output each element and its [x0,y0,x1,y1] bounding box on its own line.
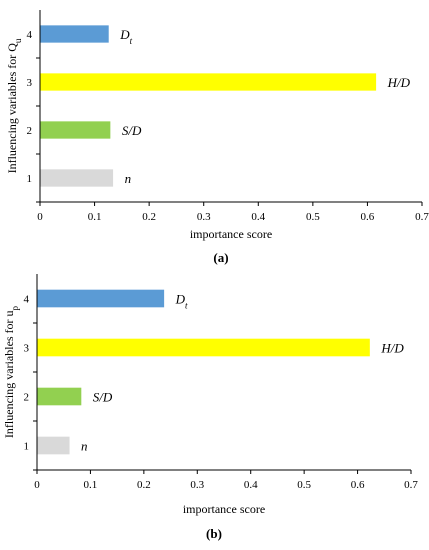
bar-label-3: H/D [380,341,404,356]
y-tick-label: 2 [24,392,30,404]
x-tick-label: 0.2 [137,479,151,491]
x-tick-label: 0.5 [297,479,311,491]
y-tick-label: 1 [24,441,30,453]
bar-label-subscript: t [130,36,133,46]
y-axis-title-main: Influencing variables for Q [5,43,19,174]
bar-label-main: H/D [387,75,411,90]
bar-label-1: n [125,171,132,186]
y-tick-label: 4 [27,29,33,41]
x-tick-label: 0.2 [142,211,156,223]
x-tick-label: 0 [34,479,40,491]
x-tick-label: 0.1 [84,479,98,491]
x-tick-label: 0.4 [251,211,265,223]
x-tick-label: 0 [37,211,43,223]
y-axis-title: Influencing variables for up [2,305,20,438]
bar-4 [37,289,165,308]
x-tick-label: 0.6 [361,211,375,223]
x-axis-title: importance score [183,502,265,516]
bar-2 [37,387,82,406]
y-axis-title-subscript: p [10,305,20,310]
bar-label-main: n [81,439,88,454]
bar-3 [40,73,377,91]
x-tick-label: 0.6 [351,479,365,491]
y-tick-label: 1 [27,173,33,185]
bar-label-4: Dt [175,292,188,311]
bar-label-2: S/D [93,390,113,405]
y-axis-title-main: Influencing variables for u [2,310,16,438]
bar-label-subscript: t [185,301,188,311]
y-tick-label: 4 [24,294,30,306]
bar-label-3: H/D [387,75,411,90]
bar-4 [40,25,109,43]
x-axis-title: importance score [190,227,272,241]
bar-2 [40,121,111,139]
bar-label-main: D [175,292,186,307]
bar-1 [40,169,114,187]
chart-panel-a: 0 0.1 0.2 0.3 0.4 0.5 0.6 0.7 importance score In… [5,10,429,265]
bar-3 [37,338,370,357]
bar-label-main: S/D [122,123,142,138]
y-axis-title-subscript: u [13,38,23,43]
panel-caption: (b) [206,526,222,541]
bar-label-main: D [119,27,130,42]
panel-caption: (a) [213,250,228,265]
x-tick-label: 0.1 [88,211,102,223]
y-axis-title: Influencing variables for Qu [5,38,23,173]
bar-label-4: Dt [119,27,132,46]
x-tick-label: 0.3 [197,211,211,223]
bar-1 [37,436,70,455]
x-tick-label: 0.7 [415,211,429,223]
y-tick-label: 3 [27,77,33,89]
y-tick-label: 3 [24,343,30,355]
chart-panel-b: 0 0.1 0.2 0.3 0.4 0.5 0.6 0.7 importance score In… [2,274,418,541]
x-tick-label: 0.5 [306,211,320,223]
x-tick-label: 0.3 [190,479,204,491]
x-tick-label: 0.7 [404,479,418,491]
bar-label-1: n [81,439,88,454]
y-tick-label: 2 [27,125,33,137]
bar-label-main: n [125,171,132,186]
bar-label-main: S/D [93,390,113,405]
x-tick-label: 0.4 [244,479,258,491]
bar-label-2: S/D [122,123,142,138]
bar-label-main: H/D [380,341,404,356]
